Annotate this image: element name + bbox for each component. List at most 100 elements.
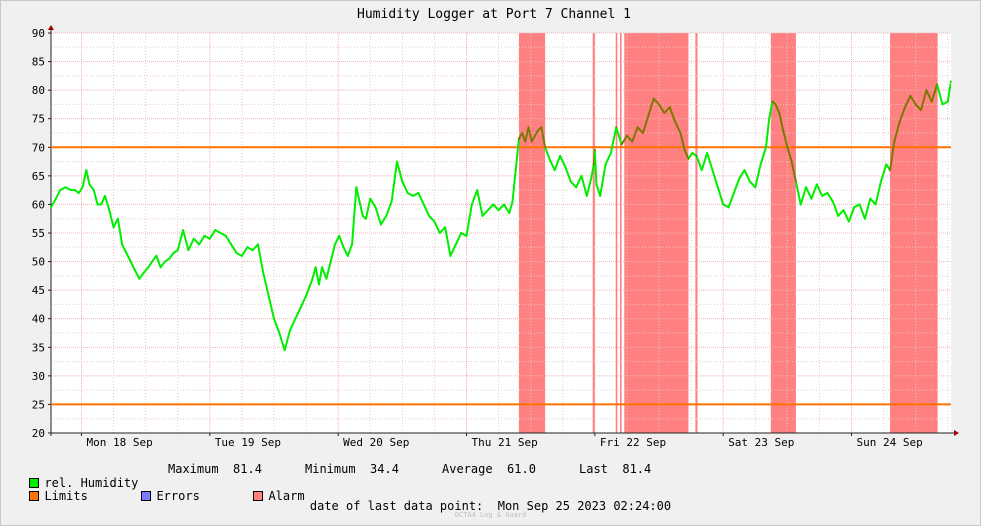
humidity-line-segment [433, 220, 441, 234]
humidity-line-segment [604, 152, 612, 166]
humidity-point [465, 234, 468, 237]
humidity-point [283, 349, 286, 352]
humidity-point [267, 294, 270, 297]
humidity-line-segment [214, 229, 222, 234]
legend-errors-label: Errors [156, 489, 200, 503]
humidity-point [831, 200, 834, 203]
humidity-point [449, 254, 452, 257]
humidity-point [390, 200, 393, 203]
humidity-line-segment [454, 232, 463, 246]
humidity-point [842, 209, 845, 212]
humidity-point [311, 277, 314, 280]
humidity-point [668, 106, 671, 109]
humidity-point [369, 197, 372, 200]
humidity-line-segment [946, 80, 951, 103]
humidity-point [486, 209, 489, 212]
humidity-point [54, 197, 57, 200]
humidity-point [683, 149, 686, 152]
y-tick-label: 75 [32, 113, 45, 126]
humidity-point [224, 234, 227, 237]
humidity-point [711, 169, 714, 172]
y-tick-label: 30 [32, 370, 45, 383]
humidity-point [251, 249, 254, 252]
humidity-point [593, 149, 596, 152]
humidity-line-segment [941, 100, 949, 106]
humidity-point [652, 97, 655, 100]
humidity-line-segment [748, 180, 757, 189]
humidity-point [615, 126, 618, 129]
humidity-point [691, 152, 694, 154]
stat-average-value: 61.0 [507, 462, 536, 476]
humidity-line-segment [683, 149, 690, 160]
stat-average: Average 61.0 [442, 462, 536, 476]
humidity-line-segment [59, 186, 67, 192]
legend-row-2: Limits [15, 475, 88, 503]
alarm-band [695, 33, 698, 433]
humidity-line-segment [858, 203, 866, 220]
humidity-line-segment [759, 146, 767, 166]
humidity-point [329, 260, 332, 263]
humidity-line-segment [138, 272, 145, 280]
legend-alarm: Alarm [239, 475, 305, 503]
humidity-line-segment [262, 272, 270, 297]
humidity-point [782, 129, 784, 132]
alarm-swatch-icon [253, 491, 264, 501]
humidity-point [108, 209, 111, 212]
humidity-line-segment [203, 234, 211, 240]
legend-alarm-label: Alarm [268, 489, 305, 503]
humidity-line-segment [155, 254, 162, 269]
humidity-point [214, 229, 217, 232]
humidity-line-segment [869, 197, 877, 206]
y-tick-label: 85 [32, 56, 45, 69]
humidity-line-segment [240, 246, 249, 257]
humidity-line-segment [544, 146, 551, 160]
humidity-point [946, 100, 949, 103]
humidity-point [511, 200, 514, 203]
humidity-line-segment [412, 192, 420, 197]
stat-minimum: Minimum 34.4 [305, 462, 399, 476]
humidity-point [417, 192, 420, 194]
humidity-point [663, 112, 666, 114]
humidity-line-segment [668, 106, 677, 123]
humidity-line-segment [289, 317, 297, 332]
humidity-line-segment [569, 180, 578, 189]
humidity-point [142, 272, 145, 274]
humidity-line-segment [476, 189, 484, 217]
y-tick-label: 60 [32, 198, 45, 211]
humidity-point [904, 106, 906, 109]
humidity-point [914, 103, 917, 106]
humidity-point [810, 197, 813, 200]
humidity-point [321, 266, 324, 269]
y-tick-label: 35 [32, 341, 45, 354]
humidity-line-segment [738, 169, 746, 180]
humidity-point [406, 192, 409, 194]
humidity-point [96, 203, 99, 206]
humidity-point [620, 143, 623, 146]
humidity-line-segment [514, 137, 520, 172]
humidity-point [920, 109, 922, 112]
stat-last-value: 81.4 [622, 462, 652, 476]
humidity-line-segment [358, 200, 364, 217]
humidity-point [626, 134, 628, 137]
humidity-point [64, 186, 67, 189]
humidity-point [893, 140, 896, 143]
humidity-line-segment [492, 203, 500, 212]
humidity-line-segment [914, 103, 923, 112]
humidity-line-segment [625, 134, 634, 143]
humidity-line-segment [374, 206, 382, 226]
stat-last-label: Last [579, 462, 608, 476]
humidity-point [77, 192, 80, 194]
stat-maximum: Maximum 81.4 [168, 462, 262, 476]
humidity-point [380, 223, 382, 226]
humidity-line-segment [198, 234, 206, 246]
humidity-line-segment [314, 266, 320, 286]
humidity-point [433, 220, 436, 223]
humidity-point [941, 103, 944, 106]
x-axis-arrow-icon [954, 430, 959, 436]
humidity-point [874, 203, 877, 206]
humidity-line-segment [401, 180, 409, 194]
humidity-line-segment [898, 106, 907, 123]
humidity-line-segment [909, 94, 917, 106]
humidity-line-segment [85, 169, 91, 186]
humidity-line-segment [652, 97, 661, 106]
